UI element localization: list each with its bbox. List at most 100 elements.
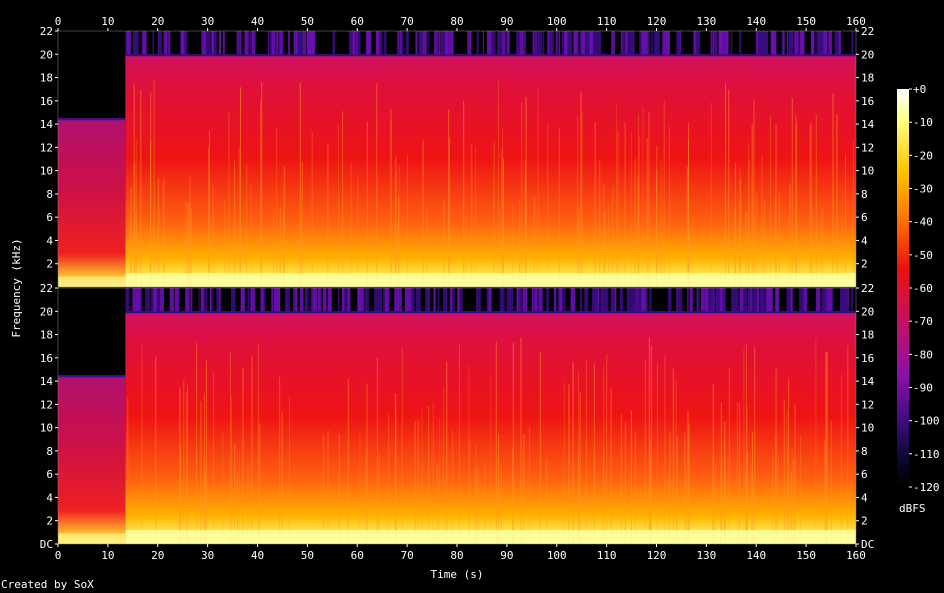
transient-streak [234,442,236,544]
noise-band [488,31,493,55]
transient-streak [228,111,230,287]
y-tick-label: 10 [861,165,874,178]
transient-streak [656,362,658,544]
transient-streak [755,192,757,287]
transient-streak [577,370,579,544]
transient-streak [196,342,198,544]
noise-band [397,288,402,312]
transient-streak [203,393,205,544]
noise-band [830,288,834,312]
noise-band [570,288,575,312]
transient-streak [830,420,832,544]
noise-band [307,31,312,55]
transient-streak [593,363,595,544]
transient-streak [660,161,662,287]
y-tick-label: DC [861,538,874,551]
noise-band [230,288,236,312]
noise-band [374,288,379,312]
noise-band [360,288,364,312]
noise-band [841,288,844,312]
noise-band [168,31,171,55]
noise-band [322,288,327,312]
colorbar-tick-label: -20 [913,149,933,162]
low-frequency-band [125,273,857,287]
noise-band [761,288,766,312]
transient-streak [390,119,392,288]
noise-band [249,31,252,55]
transient-streak [130,186,132,287]
noise-band [810,31,815,55]
transient-streak [745,469,747,544]
transient-streak [809,124,811,287]
noise-band [379,31,382,55]
noise-band [209,288,213,312]
noise-band [201,31,207,55]
transient-streak [685,463,687,544]
noise-band [786,288,791,312]
transient-streak [401,346,403,544]
noise-band [394,288,398,312]
transient-streak [720,402,722,544]
noise-band [311,31,315,55]
noise-band [700,288,705,312]
noise-band [434,31,438,55]
noise-band [285,288,290,312]
noise-band [705,288,710,312]
transient-streak [793,460,795,544]
transient-streak [337,124,339,288]
spectrum-early [58,375,126,544]
noise-band [649,288,652,312]
noise-band [293,288,295,312]
noise-band [676,31,681,55]
noise-band [619,288,623,312]
noise-band [260,288,264,312]
noise-band [610,288,614,312]
noise-band [476,288,481,312]
noise-band [555,31,558,55]
noise-band [756,288,760,312]
noise-band [449,288,455,312]
transient-streak [724,439,726,544]
noise-band [523,31,526,55]
transient-streak [753,99,755,287]
y-tick-label: 4 [861,491,868,504]
x-tick-label: 130 [696,15,716,28]
noise-band [573,31,579,55]
x-tick-label: 80 [450,549,463,562]
transient-streak [799,434,801,544]
transient-streak [630,131,632,287]
transient-streak [558,127,560,288]
noise-band [185,288,190,312]
noise-band [384,31,387,55]
noise-band [133,31,139,55]
noise-band [312,288,318,312]
noise-band [792,288,794,312]
cutoff-edge-early [58,118,126,121]
transient-streak [651,346,653,544]
x-tick-label: 30 [201,549,214,562]
transient-streak [257,344,259,544]
noise-band [482,31,484,55]
noise-band [794,31,799,55]
noise-band [364,288,369,312]
y-tick-label: 20 [861,305,874,318]
noise-band [536,31,540,55]
transient-streak [539,352,541,544]
noise-band [823,31,827,55]
transient-streak [475,469,477,544]
noise-band [507,288,511,312]
transient-streak [421,409,423,544]
transient-streak [465,217,467,287]
transient-streak [734,207,736,287]
y-tick-label: 18 [861,72,874,85]
noise-band [662,31,666,55]
y-tick-label: 16 [40,352,53,365]
transient-streak [580,91,582,288]
x-tick-label: 100 [547,15,567,28]
colorbar-tick-label: -30 [913,183,933,196]
transient-streak [769,115,771,287]
transient-streak [826,351,828,544]
cutoff-edge-main [125,54,857,57]
noise-band [689,288,693,312]
transient-streak [207,147,209,287]
